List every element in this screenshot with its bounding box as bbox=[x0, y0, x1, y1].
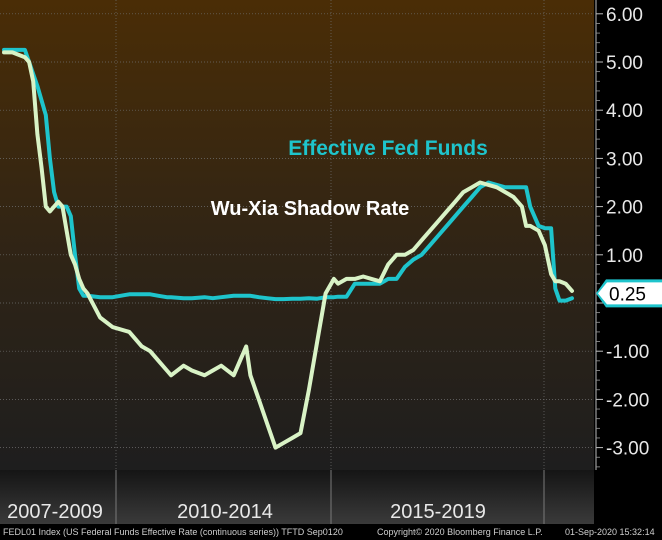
series-line-wu-xia-shadow-rate bbox=[2, 50, 574, 450]
y-tick-label: 2.00 bbox=[606, 198, 643, 219]
footer: FEDL01 Index (US Federal Funds Effective… bbox=[0, 524, 662, 540]
y-axis: 6.00 5.00 4.00 3.00 2.00 1.00 -1.00 -2.00 -3.00 bbox=[595, 0, 649, 470]
y-tick-label: -3.00 bbox=[606, 439, 649, 460]
y-axis-background bbox=[594, 0, 662, 524]
x-axis: 2007-2009 2010-2014 2015-2019 bbox=[7, 501, 486, 523]
footer-copyright: Copyright© 2020 Bloomberg Finance L.P. bbox=[377, 527, 543, 537]
y-tick-label: 3.00 bbox=[606, 149, 643, 170]
footer-timestamp: 01-Sep-2020 15:32:14 bbox=[565, 527, 655, 537]
plot-background bbox=[0, 0, 594, 470]
footer-source: FEDL01 Index (US Federal Funds Effective… bbox=[3, 527, 343, 537]
series-line-effective-fed-funds bbox=[2, 47, 574, 303]
x-period-label: 2010-2014 bbox=[177, 501, 273, 523]
gridlines bbox=[0, 13, 594, 448]
x-period-label: 2007-2009 bbox=[7, 501, 103, 523]
y-tick-label: 6.00 bbox=[606, 5, 643, 26]
y-tick-label: 1.00 bbox=[606, 246, 643, 267]
x-axis-background bbox=[0, 470, 594, 524]
last-value-label: 0.25 bbox=[609, 284, 646, 305]
period-dividers bbox=[115, 0, 545, 524]
plot-area bbox=[2, 47, 574, 450]
annotation-wu-xia-shadow-rate: Wu-Xia Shadow Rate bbox=[211, 198, 410, 220]
y-tick-label: -2.00 bbox=[606, 390, 649, 411]
x-period-label: 2015-2019 bbox=[390, 501, 486, 523]
y-tick-label: 5.00 bbox=[606, 53, 643, 74]
y-tick-label: -1.00 bbox=[606, 342, 649, 363]
last-value-tag-inner bbox=[598, 282, 662, 305]
annotation-effective-fed-funds: Effective Fed Funds bbox=[288, 137, 488, 160]
series-annotations: Effective Fed Funds Wu-Xia Shadow Rate bbox=[211, 137, 488, 220]
y-tick-label: 4.00 bbox=[606, 101, 643, 122]
last-value-marker: 0.25 bbox=[596, 279, 662, 308]
